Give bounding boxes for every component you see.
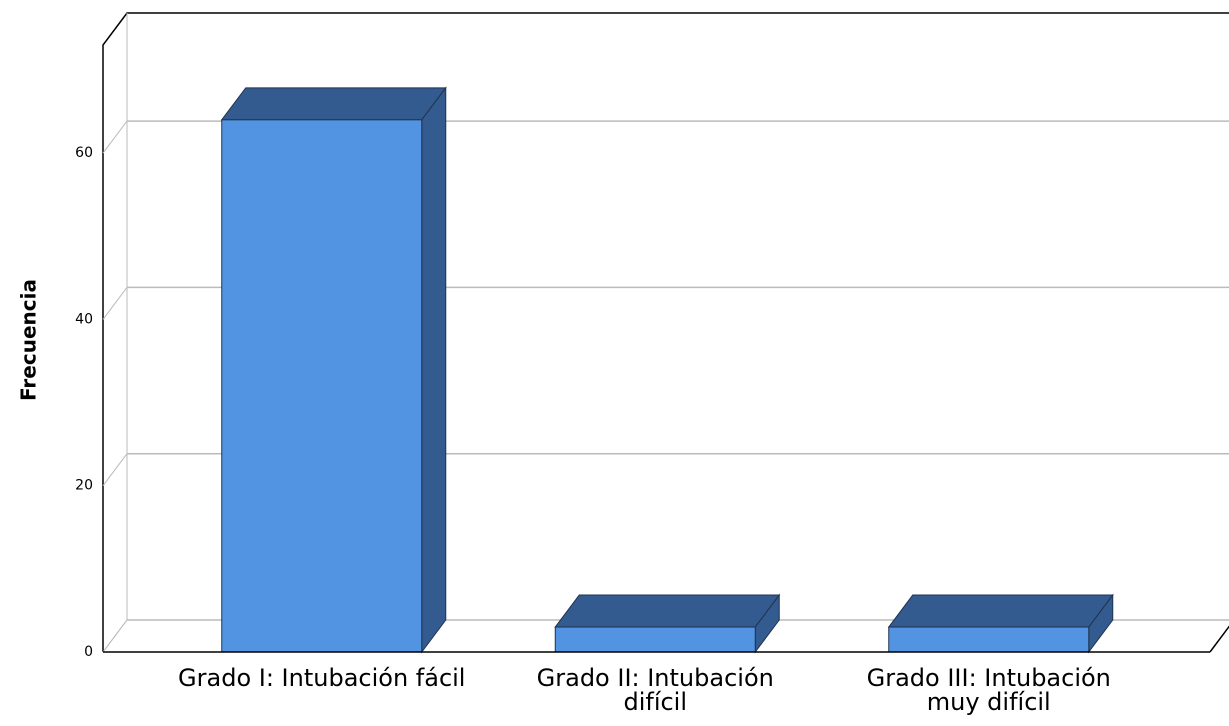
back-wall bbox=[102, 12, 1229, 652]
bar-side bbox=[421, 86, 447, 654]
bar-top bbox=[554, 594, 781, 628]
floor-right bbox=[1209, 625, 1229, 653]
wall-grid-line bbox=[102, 619, 128, 653]
x-tick-label: Grado III: Intubación muy difícil bbox=[866, 664, 1111, 716]
bar bbox=[888, 626, 1090, 653]
x-tick-label: Grado I: Intubación fácil bbox=[178, 664, 466, 692]
x-tick-label: Grado II: Intubación difícil bbox=[536, 664, 774, 716]
bar bbox=[554, 626, 756, 653]
bar bbox=[221, 119, 423, 653]
y-tick-label: 40 bbox=[75, 311, 93, 327]
wall-grid-line bbox=[102, 453, 128, 486]
y-tick-label: 60 bbox=[75, 145, 93, 161]
y-axis-label: Frecuencia bbox=[17, 279, 41, 401]
wall-grid-line bbox=[102, 287, 128, 320]
y-tick-label: 0 bbox=[84, 644, 93, 660]
wall-grid-line bbox=[102, 120, 128, 154]
bar-top bbox=[220, 87, 447, 121]
y-tick-label: 20 bbox=[75, 478, 93, 494]
bar-top bbox=[887, 594, 1114, 628]
